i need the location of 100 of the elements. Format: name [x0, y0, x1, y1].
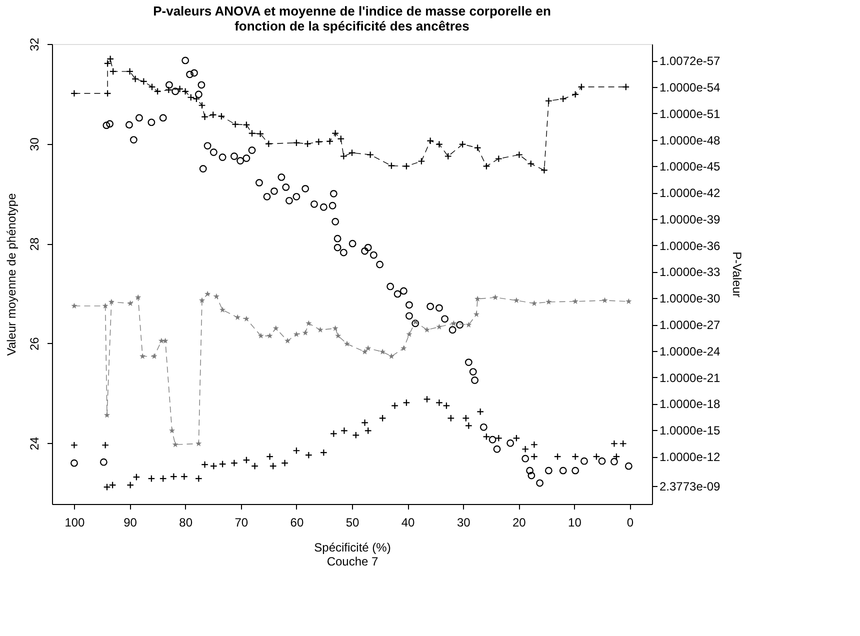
point: [365, 345, 372, 351]
point: [540, 166, 548, 174]
point: [340, 426, 348, 434]
point: [264, 140, 272, 148]
point: [436, 140, 443, 148]
y2-tick-label: 1.0000e-12: [660, 450, 721, 464]
point: [527, 160, 535, 168]
point: [304, 140, 312, 148]
point: [335, 332, 342, 338]
point: [340, 152, 348, 160]
point: [626, 298, 632, 304]
y2-tick-label: 1.0000e-21: [660, 370, 721, 385]
point: [572, 90, 580, 98]
point: [314, 138, 322, 146]
point: [284, 338, 291, 344]
point: [170, 472, 178, 480]
point: [317, 326, 324, 332]
point: [494, 155, 502, 162]
point: [251, 462, 258, 470]
point: [530, 452, 538, 460]
point: [126, 481, 134, 489]
point: [450, 320, 457, 326]
point: [388, 353, 394, 359]
point: [104, 412, 110, 418]
point: [344, 340, 350, 346]
x-tick-label: 40: [401, 516, 416, 530]
point: [442, 402, 450, 410]
y2-tick-label: 1.0000e-15: [660, 424, 721, 438]
point: [292, 139, 300, 146]
y2-axis-title: P-Valeur: [730, 252, 744, 298]
point: [302, 330, 308, 336]
point: [352, 431, 360, 439]
point: [266, 332, 273, 338]
y2-tick-label: 1.0000e-30: [660, 292, 721, 306]
point: [104, 60, 112, 68]
point: [436, 399, 443, 406]
point: [140, 78, 148, 86]
point: [269, 462, 277, 470]
point: [474, 144, 482, 152]
y2-tick-label: 1.0072e-57: [660, 54, 721, 68]
point: [388, 162, 396, 170]
point: [194, 474, 202, 482]
y2-tick-label: 1.0000e-18: [660, 397, 721, 412]
point: [172, 441, 178, 448]
point: [213, 293, 220, 300]
point: [70, 441, 78, 449]
point: [447, 414, 455, 422]
y2-tick-label: 1.0000e-24: [660, 344, 721, 358]
point: [426, 137, 434, 144]
point: [209, 111, 217, 119]
point: [610, 440, 618, 448]
point: [126, 68, 134, 76]
point: [258, 332, 264, 338]
point: [406, 331, 412, 337]
chart-title: P-valeurs ANOVA et moyenne de l'indice de masse corporelle en fonction de la spécificité des ancêtres: [153, 3, 551, 34]
point: [444, 152, 452, 160]
point: [402, 399, 410, 406]
point: [204, 290, 211, 297]
point: [337, 135, 345, 143]
point: [418, 158, 426, 165]
point: [391, 402, 398, 410]
y-tick-label: 26: [28, 336, 42, 351]
point: [135, 294, 142, 300]
point: [104, 90, 112, 98]
point: [332, 130, 340, 138]
x-tick-label: 80: [179, 516, 193, 530]
point: [180, 472, 188, 480]
point: [458, 140, 466, 148]
point: [198, 102, 206, 110]
point: [158, 338, 164, 344]
y2-tick-label: 1.0000e-33: [660, 265, 721, 280]
x-tick-label: 20: [512, 516, 526, 530]
point: [492, 294, 498, 300]
point: [293, 331, 300, 337]
y2-tick-label: 1.0000e-48: [660, 133, 721, 148]
point: [132, 75, 140, 83]
point: [572, 452, 580, 460]
y2-tick-label: 1.0000e-54: [660, 80, 721, 94]
point: [230, 459, 238, 467]
point: [168, 427, 176, 434]
point: [330, 430, 338, 438]
point: [127, 300, 134, 306]
point: [380, 348, 386, 354]
point: [198, 297, 206, 304]
x-tick-label: 70: [234, 516, 248, 530]
point: [482, 432, 490, 440]
x-tick-label: 90: [124, 516, 138, 530]
point: [272, 325, 279, 331]
y-tick-label: 30: [28, 137, 42, 151]
x-tick-label: 60: [290, 516, 304, 530]
point: [218, 112, 226, 120]
x-tick-label: 0: [626, 516, 634, 530]
point: [148, 474, 156, 482]
point: [326, 138, 334, 145]
x-tick-label: 30: [456, 516, 471, 530]
point: [281, 459, 288, 467]
point: [476, 408, 484, 416]
point: [218, 460, 226, 468]
point: [473, 311, 480, 317]
point: [234, 314, 241, 320]
